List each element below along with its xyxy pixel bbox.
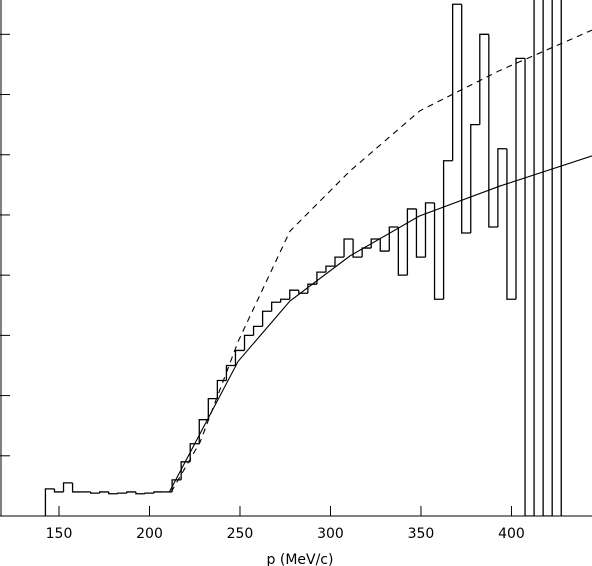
histogram-bar xyxy=(62,482,73,492)
histogram-bar xyxy=(216,379,227,399)
histogram-bar xyxy=(433,202,444,300)
histogram-bar xyxy=(252,325,263,336)
fit-curve xyxy=(170,29,592,493)
histogram-bar xyxy=(307,283,317,294)
histogram-bar xyxy=(135,491,145,495)
histogram-bar xyxy=(542,0,553,516)
histogram-bar xyxy=(180,461,191,480)
histogram-bar xyxy=(90,491,100,494)
histogram-bar xyxy=(325,265,336,273)
histogram-bar xyxy=(117,492,127,494)
histogram-bar xyxy=(189,443,200,462)
histogram-bar xyxy=(379,239,390,252)
histogram-bar xyxy=(108,491,118,495)
histogram-bar xyxy=(207,397,218,420)
histogram-bar xyxy=(343,238,354,258)
histogram-bar xyxy=(243,334,254,351)
histogram-bar xyxy=(488,34,498,228)
histogram-bar xyxy=(316,271,326,285)
histogram-bar xyxy=(44,488,55,516)
histogram-bar xyxy=(415,208,426,258)
histogram-bar xyxy=(533,0,535,516)
histogram-bar xyxy=(451,3,462,161)
histogram-bar xyxy=(153,491,164,494)
histogram-bar xyxy=(442,160,453,300)
x-tick-label: 250 xyxy=(227,526,254,542)
histogram-bar xyxy=(524,58,535,516)
histogram-bar xyxy=(334,256,345,267)
histogram-bar xyxy=(497,148,507,227)
histogram-bar xyxy=(388,226,399,252)
histogram-bar xyxy=(71,482,82,493)
fit-curve xyxy=(168,155,592,493)
histogram-bar xyxy=(506,148,516,300)
histogram-bar xyxy=(271,301,281,312)
plot-area xyxy=(44,0,592,516)
histogram-bar xyxy=(470,123,480,234)
histogram-bar xyxy=(280,298,290,303)
histogram-bar xyxy=(234,349,245,366)
histogram-bar xyxy=(461,4,471,234)
histogram-bar xyxy=(352,239,363,258)
histogram-bar xyxy=(515,57,526,300)
histogram-bar xyxy=(126,491,136,494)
histogram-bar xyxy=(551,0,562,516)
x-tick-label: 200 xyxy=(136,526,163,542)
histogram-bar xyxy=(397,226,408,276)
x-axis-label: p (MeV/c) xyxy=(267,552,334,566)
histogram-bar xyxy=(289,289,299,300)
histogram-bar xyxy=(424,202,435,258)
x-tick-label: 150 xyxy=(46,526,73,542)
histogram-bar xyxy=(361,247,372,258)
x-tick-label: 400 xyxy=(498,526,525,542)
histogram-bar xyxy=(99,491,109,494)
histogram-bar xyxy=(144,492,155,494)
histogram-bar xyxy=(479,33,489,125)
histogram-bar xyxy=(53,488,64,493)
histogram-bar xyxy=(298,290,308,294)
histogram-bar xyxy=(261,310,272,327)
x-tick-label: 350 xyxy=(408,526,435,542)
histogram-bar xyxy=(406,208,417,276)
x-tick-label: 300 xyxy=(317,526,344,542)
histogram-bar xyxy=(225,364,236,381)
histogram-bar xyxy=(370,238,381,249)
